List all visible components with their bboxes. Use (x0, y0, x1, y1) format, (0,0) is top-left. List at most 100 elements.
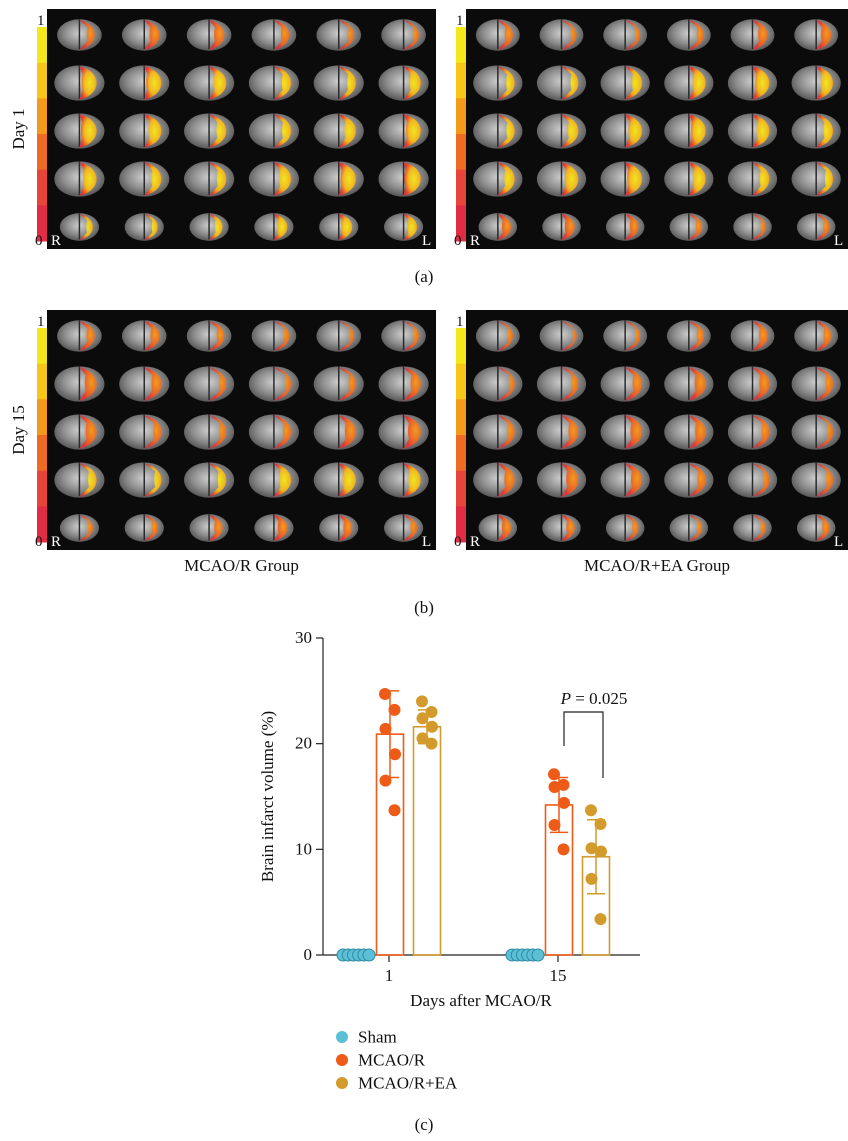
infarct-region (497, 20, 513, 50)
brain-slice (473, 462, 523, 498)
colorbar-min-label: 0 (35, 534, 43, 550)
infarct-region (273, 463, 292, 497)
left-hemisphere-label: L (834, 233, 843, 249)
brain-slice (319, 213, 359, 241)
colorbar-step (37, 169, 47, 206)
infarct-region (79, 213, 93, 241)
legend-marker (336, 1031, 348, 1043)
infarct-region (338, 321, 355, 351)
infarct-region (338, 162, 356, 196)
colorbar-step (456, 27, 466, 64)
data-point (379, 688, 391, 701)
brain-slice (313, 366, 364, 402)
brain-slice (54, 65, 105, 101)
infarct-region (403, 213, 418, 241)
infarct-region (688, 162, 706, 196)
brain-slice (316, 19, 362, 51)
infarct-region (79, 321, 95, 351)
data-point (585, 804, 597, 817)
colorbar-max-label: 1 (456, 314, 464, 330)
infarct-region (625, 20, 641, 50)
infarct-region (403, 20, 419, 50)
legend-marker (336, 1054, 348, 1066)
colorbar-max-label: 1 (37, 314, 45, 330)
brain-slice (251, 320, 297, 352)
brain-slice (666, 19, 711, 51)
infarct-region (625, 514, 639, 542)
data-point (548, 768, 560, 781)
colorbar-max-label: 1 (37, 13, 45, 29)
data-point (416, 695, 428, 708)
brain-slice (313, 462, 364, 498)
infarct-region (752, 213, 766, 241)
data-point (362, 948, 376, 962)
brain-slice (59, 514, 100, 542)
infarct-region (561, 162, 579, 196)
brain-slice (57, 320, 102, 352)
infarct-region (403, 367, 421, 401)
infarct-region (144, 514, 158, 542)
brain-slice (248, 366, 299, 402)
brain-slice (124, 514, 164, 542)
infarct-region (144, 162, 162, 196)
infarct-region (79, 514, 93, 542)
p-value-label: P = 0.025 (560, 689, 628, 708)
brain-slice (664, 462, 714, 498)
infarct-region (209, 463, 227, 497)
brain-slice (248, 414, 299, 450)
infarct-region (209, 114, 227, 148)
infarct-region (561, 213, 575, 241)
infarct-region (403, 463, 421, 497)
brain-slice (119, 414, 170, 450)
infarct-region (561, 463, 579, 497)
infarct-region (144, 114, 162, 148)
brain-slice (542, 213, 581, 241)
infarct-region (273, 114, 292, 148)
colorbar-max-label: 1 (456, 13, 464, 29)
left-hemisphere-label: L (422, 233, 431, 249)
brain-slice (184, 113, 235, 149)
infarct-region (816, 213, 830, 241)
brain-slice (600, 414, 650, 450)
data-point (379, 722, 392, 735)
brain-slice (381, 19, 426, 51)
colorbar-step (37, 363, 47, 400)
mri-image (47, 9, 436, 249)
group-caption: MCAO/R+EA Group (584, 556, 730, 575)
brain-slice (313, 161, 364, 197)
brain-slice (727, 113, 778, 149)
colorbar-step (456, 363, 466, 400)
data-point (594, 913, 607, 926)
brain-slice (313, 414, 364, 450)
infarct-region (209, 66, 227, 100)
right-hemisphere-label: R (51, 233, 61, 249)
data-point (416, 732, 429, 745)
legend-item: MCAO/R+EA (336, 1074, 458, 1093)
brain-slice (600, 65, 650, 101)
brain-slice (119, 161, 170, 197)
brain-slice (730, 19, 775, 51)
brain-slice (378, 113, 429, 149)
brain-slice (664, 366, 714, 402)
infarct-region (816, 114, 834, 148)
y-tick-label: 0 (304, 945, 313, 964)
brain-slice (475, 19, 520, 51)
colorbar-step (37, 205, 47, 242)
brain-slice (184, 65, 235, 101)
infarct-region (561, 114, 579, 148)
brain-slice (184, 366, 235, 402)
brain-slice (378, 161, 429, 197)
infarct-region (688, 367, 706, 401)
brain-slice (791, 462, 841, 498)
brain-slice (727, 65, 778, 101)
infarct-region (144, 66, 162, 100)
infarct-region (497, 463, 515, 497)
infarct-region (79, 162, 97, 196)
infarct-region (497, 162, 515, 196)
infarct-region (338, 463, 356, 497)
infarct-region (144, 463, 162, 497)
brain-slice (542, 514, 581, 542)
infarct-region (752, 162, 770, 196)
brain-slice (121, 19, 167, 51)
